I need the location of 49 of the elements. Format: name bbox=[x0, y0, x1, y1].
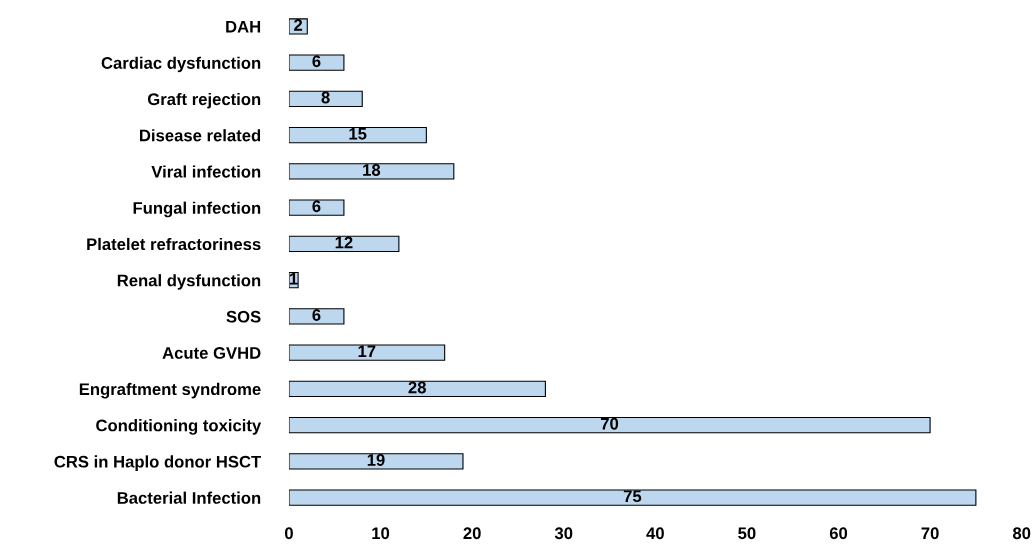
x-tick-label: 10 bbox=[372, 527, 390, 540]
data-label: 6 bbox=[312, 309, 321, 321]
bar bbox=[288, 199, 345, 216]
x-tick-label: 30 bbox=[554, 527, 573, 540]
bar bbox=[288, 416, 931, 434]
y-tick-label: Graft rejection bbox=[147, 92, 261, 109]
x-tick-label: 80 bbox=[1012, 527, 1031, 540]
data-label: 75 bbox=[623, 490, 642, 503]
bar bbox=[288, 235, 400, 253]
x-tick-label: 70 bbox=[921, 527, 939, 540]
bar bbox=[288, 344, 446, 361]
data-label: 6 bbox=[312, 200, 321, 213]
bar bbox=[288, 308, 345, 325]
data-label: 1 bbox=[289, 273, 298, 285]
bar bbox=[288, 54, 345, 71]
data-label: 19 bbox=[367, 454, 385, 466]
bar bbox=[288, 90, 363, 108]
y-tick-label: CRS in Haplo donor HSCT bbox=[54, 455, 262, 471]
x-tick-label: 0 bbox=[284, 527, 293, 540]
data-label: 2 bbox=[294, 19, 303, 31]
y-tick-label: Cardiac dysfunction bbox=[101, 56, 261, 73]
data-label: 18 bbox=[363, 164, 381, 176]
x-tick-label: 40 bbox=[646, 527, 664, 540]
bar bbox=[288, 453, 464, 470]
y-tick-label: Acute GVHD bbox=[162, 347, 261, 359]
bar bbox=[288, 127, 427, 144]
data-label: 8 bbox=[321, 91, 330, 104]
y-tick-label: Renal dysfunction bbox=[117, 274, 261, 290]
data-label: 12 bbox=[335, 236, 353, 249]
x-tick-label: 50 bbox=[738, 527, 756, 540]
y-tick-label: Engraftment syndrome bbox=[79, 382, 261, 399]
y-tick-label: DAH bbox=[226, 21, 261, 33]
x-tick-label: 60 bbox=[829, 527, 848, 540]
y-tick-label: Platelet refractoriness bbox=[87, 237, 261, 251]
x-tick-label: 20 bbox=[463, 527, 481, 540]
data-label: 6 bbox=[312, 55, 321, 68]
data-label: 70 bbox=[600, 417, 619, 430]
y-tick-label: Disease related bbox=[140, 129, 261, 142]
data-label: 15 bbox=[349, 128, 367, 140]
y-tick-label: Conditioning toxicity bbox=[96, 419, 262, 435]
y-tick-label: SOS bbox=[226, 310, 261, 323]
y-tick-label: Viral infection bbox=[151, 165, 261, 178]
y-tick-label: Fungal infection bbox=[133, 201, 261, 218]
y-tick-label: Bacterial Infection bbox=[117, 491, 261, 504]
data-label: 28 bbox=[408, 381, 426, 394]
data-label: 17 bbox=[358, 345, 376, 357]
bar bbox=[288, 489, 977, 506]
bar bbox=[288, 380, 546, 398]
bar bbox=[288, 163, 455, 180]
